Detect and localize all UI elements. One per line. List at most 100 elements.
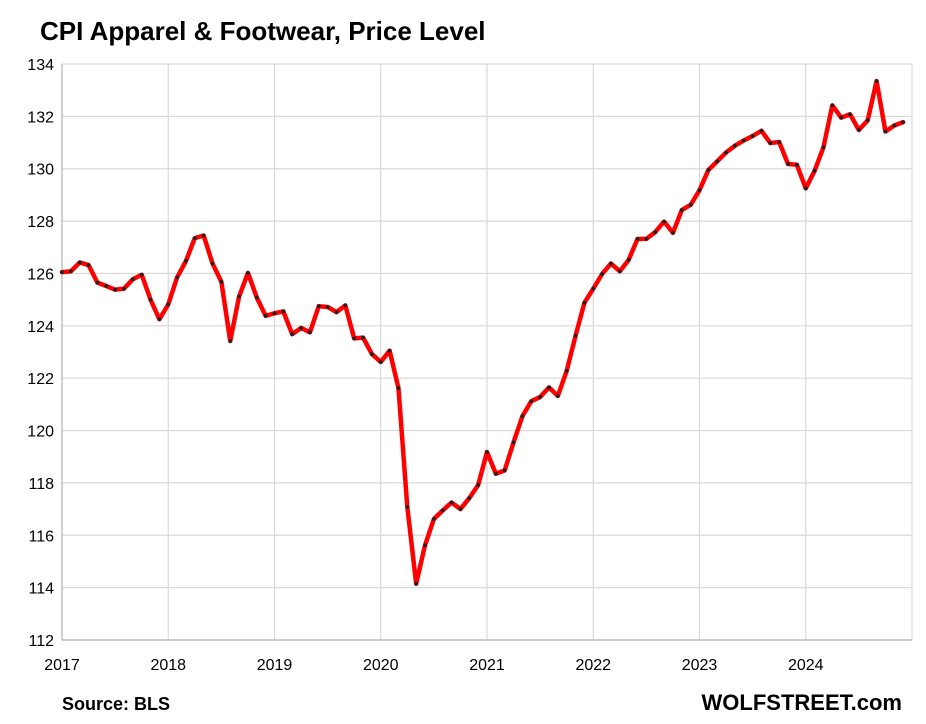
y-tick-label: 134 [27, 57, 54, 74]
data-point [865, 118, 870, 123]
data-point [493, 471, 498, 476]
y-tick-label: 130 [27, 162, 54, 179]
data-point [219, 279, 224, 284]
y-tick-label: 126 [27, 266, 54, 283]
brand-label: WOLFSTREET.com [701, 690, 902, 715]
gridlines [61, 63, 913, 641]
data-point [113, 287, 118, 292]
data-point [449, 500, 454, 505]
data-point [423, 543, 427, 548]
data-point [237, 294, 241, 299]
data-point [741, 138, 746, 143]
data-point [130, 277, 135, 282]
data-point [715, 159, 720, 164]
data-point [431, 517, 436, 521]
data-point [671, 230, 675, 235]
data-point [485, 450, 489, 454]
data-point [361, 335, 365, 340]
data-point [856, 128, 861, 132]
data-point [653, 230, 658, 234]
data-point [263, 313, 268, 318]
data-point [812, 168, 817, 173]
y-tick-label: 124 [27, 319, 54, 336]
data-point [175, 275, 180, 280]
data-point [688, 202, 693, 207]
marker-group [60, 79, 906, 586]
data-point [883, 129, 888, 134]
data-point [750, 134, 755, 138]
x-tick-label: 2022 [575, 657, 611, 674]
data-point [591, 286, 596, 291]
data-point [60, 270, 64, 275]
x-tick-label: 2018 [150, 657, 186, 674]
data-point [901, 120, 906, 125]
data-point [839, 115, 844, 120]
data-point [299, 326, 303, 330]
data-point [529, 399, 534, 404]
data-point [308, 330, 312, 335]
x-tick-label: 2024 [788, 657, 824, 674]
data-point [502, 468, 507, 473]
data-point [290, 332, 295, 337]
data-point [316, 304, 321, 309]
data-point [626, 257, 631, 262]
data-point [555, 394, 560, 398]
data-point [697, 188, 702, 193]
y-tick-label: 128 [27, 214, 54, 231]
data-point [609, 261, 613, 266]
data-point [104, 284, 109, 288]
data-point [352, 336, 357, 341]
data-point [139, 272, 144, 277]
data-point [86, 263, 91, 267]
data-point [830, 103, 835, 108]
data-point [122, 286, 126, 291]
data-point [786, 162, 790, 166]
data-point [467, 496, 472, 500]
data-point [210, 261, 215, 266]
y-tick-labels: 112 114 116 118 120 122 124 126 128 130 132 134 [27, 57, 54, 650]
data-point [600, 272, 604, 276]
data-point [511, 440, 516, 445]
x-tick-label: 2020 [363, 657, 399, 674]
y-tick-label: 120 [27, 424, 54, 441]
data-point [795, 162, 799, 167]
y-tick-label: 118 [28, 476, 54, 493]
data-point [272, 311, 277, 316]
data-point [759, 128, 764, 133]
data-point [724, 150, 728, 155]
data-point [476, 483, 481, 487]
data-point [803, 186, 808, 191]
x-tick-label: 2017 [44, 657, 80, 674]
y-tick-label: 114 [28, 581, 54, 598]
axes [61, 64, 912, 641]
data-point [440, 508, 445, 513]
data-point [706, 168, 711, 172]
data-point [370, 352, 374, 356]
data-point [733, 143, 737, 148]
data-point [564, 368, 569, 373]
data-point [547, 385, 551, 390]
series-group [59, 78, 906, 586]
data-point [157, 317, 162, 322]
x-tick-label: 2023 [682, 657, 718, 674]
data-point [228, 339, 233, 343]
data-point [892, 123, 897, 128]
data-point [254, 295, 259, 300]
data-point [387, 348, 392, 353]
data-point [405, 505, 410, 509]
series-line [59, 78, 906, 586]
data-point [679, 208, 684, 212]
x-tick-labels: 2017 2018 2019 2020 2021 2022 2023 2024 [44, 657, 823, 674]
data-point [848, 112, 852, 117]
data-point [396, 386, 401, 391]
data-point [582, 300, 587, 305]
data-point [192, 236, 197, 241]
source-label: Source: BLS [62, 694, 171, 714]
data-point [874, 79, 879, 83]
data-point [166, 302, 171, 307]
data-point [662, 219, 666, 224]
y-tick-label: 112 [28, 633, 54, 650]
data-point [458, 507, 463, 511]
data-point [95, 280, 100, 285]
